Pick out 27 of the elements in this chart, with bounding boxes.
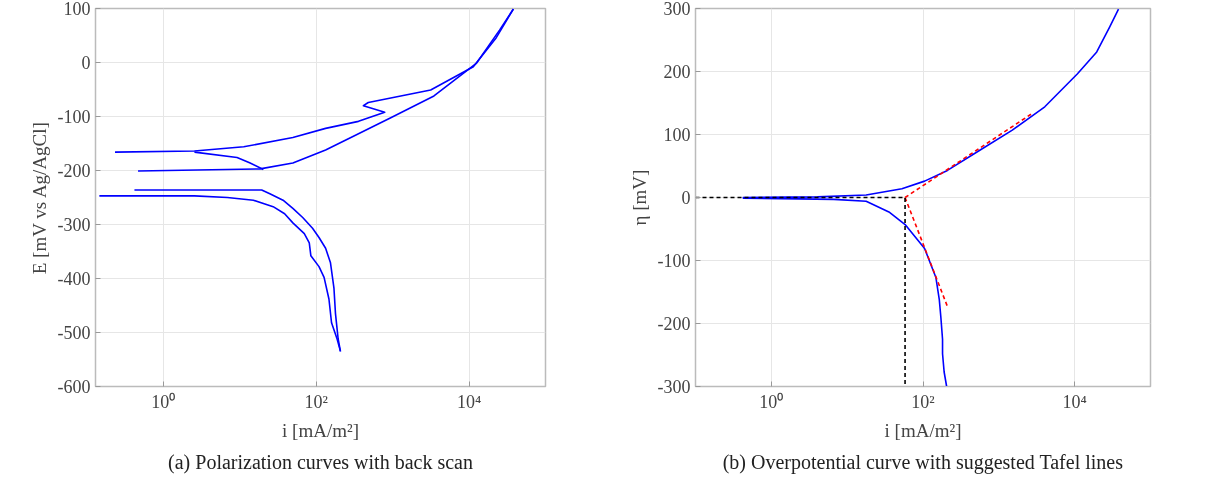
x-axis-title: i [mA/m²] bbox=[884, 419, 962, 441]
y-tick-label: -200 bbox=[57, 161, 91, 181]
x-tick-label: 10⁴ bbox=[456, 391, 482, 412]
y-tick-label: -100 bbox=[57, 107, 91, 127]
x-tick-label: 10⁰ bbox=[759, 391, 784, 412]
y-tick-label: -600 bbox=[57, 377, 91, 397]
y-tick-label: -300 bbox=[657, 377, 691, 397]
text: (b) Overpotential curve with suggested Tafel lines bbox=[722, 450, 1124, 474]
y-tick-label: 0 bbox=[681, 188, 691, 208]
y-tick-label: -100 bbox=[657, 251, 691, 271]
y-tick-label: -200 bbox=[657, 314, 691, 334]
x-tick-label: 10² bbox=[911, 391, 935, 412]
y-tick-label: 0 bbox=[81, 53, 91, 73]
y-tick-label: 300 bbox=[663, 0, 691, 19]
y-tick-label: 200 bbox=[663, 62, 691, 82]
x-tick-label: 10⁴ bbox=[1062, 391, 1087, 412]
y-tick-label: -500 bbox=[57, 323, 91, 343]
x-tick-label: 10² bbox=[304, 391, 328, 412]
y-tick-label: 100 bbox=[63, 0, 91, 19]
text: (a) Polarization curves with back scan bbox=[168, 450, 473, 474]
x-axis-title: i [mA/m²] bbox=[282, 419, 359, 441]
y-tick-label: -400 bbox=[57, 269, 91, 289]
y-axis-title: E [mV vs Ag/AgCl] bbox=[28, 122, 50, 275]
y-tick-label: -300 bbox=[57, 215, 91, 235]
y-axis-title: η [mV] bbox=[628, 169, 650, 226]
y-tick-label: 100 bbox=[663, 125, 691, 145]
x-tick-label: 10⁰ bbox=[151, 391, 176, 412]
